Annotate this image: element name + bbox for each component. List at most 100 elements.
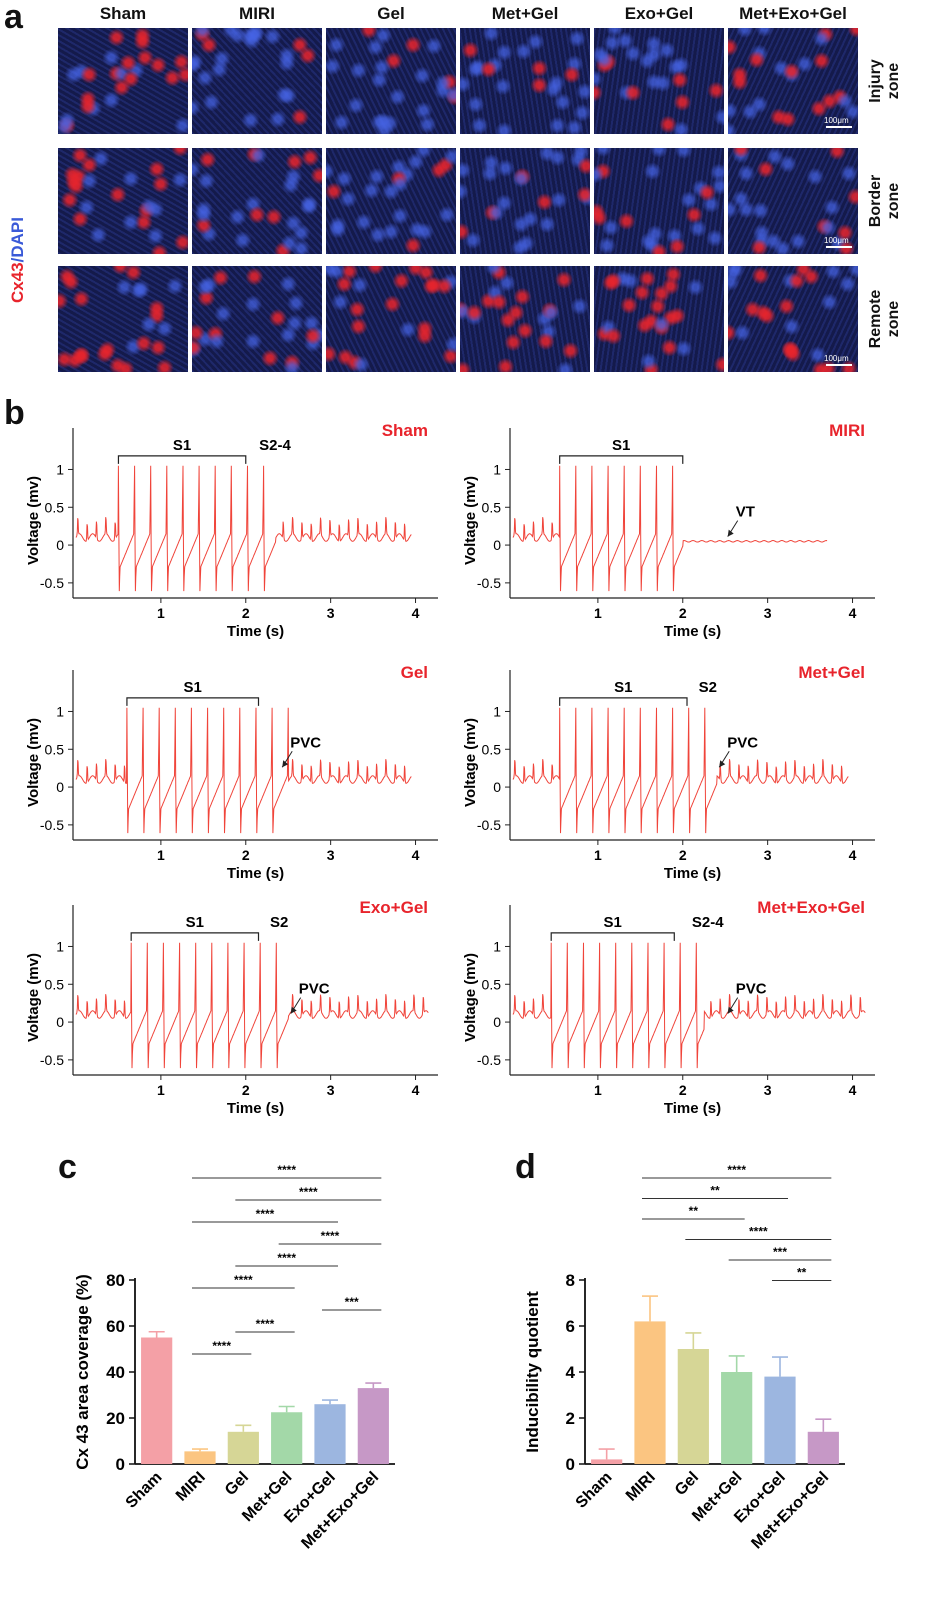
- microscopy-image: [594, 148, 724, 254]
- microscopy-image: [58, 266, 188, 372]
- x-axis-label: Time (s): [227, 865, 284, 882]
- significance-label: ****: [234, 1273, 253, 1287]
- y-tick-label: 0.5: [45, 741, 65, 757]
- plot-title: MIRI: [829, 421, 865, 440]
- x-tick-label: 1: [157, 847, 165, 863]
- plot-title: Met+Gel: [798, 663, 865, 682]
- x-tick-label: 2: [242, 1082, 250, 1098]
- y-tick-label: 1: [56, 938, 64, 954]
- y-tick-label: -0.5: [477, 1052, 501, 1068]
- column-header: Exo+Gel: [624, 4, 694, 23]
- y-axis-label: Voltage (mv): [25, 953, 42, 1042]
- microscopy-image: [58, 148, 188, 254]
- stain-label-cx43: Cx43: [8, 262, 27, 303]
- annotation-arrowhead: [727, 529, 734, 537]
- plot-title: Exo+Gel: [359, 898, 428, 917]
- category-label: Gel: [222, 1469, 252, 1499]
- category-label: Gel: [672, 1469, 702, 1499]
- x-axis-label: Time (s): [664, 623, 721, 640]
- column-header: MIRI: [239, 4, 275, 23]
- y-tick-label: 0.5: [45, 499, 65, 515]
- bar: [677, 1349, 709, 1464]
- scale-bar: 100μm: [824, 354, 852, 366]
- annotation-label: PVC: [736, 981, 767, 998]
- y-tick-label: 1: [493, 461, 501, 477]
- y-tick-label: 40: [106, 1363, 125, 1382]
- s1-label: S1: [612, 437, 630, 454]
- bar: [764, 1376, 796, 1464]
- y-tick-label: -0.5: [40, 817, 64, 833]
- x-tick-label: 1: [157, 605, 165, 621]
- ecg-trace: [75, 707, 412, 834]
- bar: [314, 1404, 346, 1464]
- ecg-plot: 1 0.5 0 -0.5 1 2 3 4 Time (s) Voltage (mv) Gel S1 PV…: [25, 663, 438, 882]
- row-label-line1: Border: [867, 174, 884, 228]
- x-tick-label: 4: [412, 847, 420, 863]
- x-tick-label: 2: [679, 847, 687, 863]
- column-header: Gel: [377, 4, 405, 23]
- y-tick-label: 0: [56, 537, 64, 553]
- y-axis-label: Voltage (mv): [462, 953, 479, 1042]
- significance-label: ***: [345, 1295, 359, 1309]
- y-tick-label: -0.5: [477, 575, 501, 591]
- panel-d-letter: d: [515, 1148, 536, 1186]
- annotation-arrowhead: [282, 760, 289, 768]
- s1-label: S1: [186, 914, 204, 931]
- annotation-arrowhead: [719, 760, 726, 768]
- y-tick-label: 1: [56, 461, 64, 477]
- s1-bracket: [559, 455, 684, 464]
- microscopy-image: 100μm: [728, 266, 858, 372]
- s1-label: S1: [184, 679, 202, 696]
- stain-label-dapi: DAPI: [8, 217, 27, 258]
- y-axis-label: Cx 43 area coverage (%): [73, 1274, 92, 1470]
- plot-title: Met+Exo+Gel: [757, 898, 865, 917]
- s1-bracket: [126, 697, 260, 706]
- y-tick-label: 1: [493, 703, 501, 719]
- ecg-plot: 1 0.5 0 -0.5 1 2 3 4 Time (s) Voltage (mv) Met+Exo…: [462, 898, 875, 1117]
- y-tick-label: 0: [493, 537, 501, 553]
- y-axis-label: Inducibility quotient: [523, 1291, 542, 1453]
- plot-title: Sham: [382, 421, 428, 440]
- microscopy-image: [460, 148, 590, 254]
- x-tick-label: 4: [849, 1082, 857, 1098]
- bar: [591, 1459, 623, 1464]
- microscopy-image: [460, 28, 590, 134]
- s1-label: S1: [614, 679, 632, 696]
- ecg-plot: 1 0.5 0 -0.5 1 2 3 4 Time (s) Voltage (mv) Sham S1 S…: [25, 421, 438, 640]
- x-tick-label: 4: [849, 847, 857, 863]
- x-tick-label: 3: [764, 847, 772, 863]
- bar: [141, 1337, 173, 1464]
- y-tick-label: 0.5: [482, 741, 502, 757]
- x-axis-label: Time (s): [664, 1100, 721, 1117]
- significance-label: ***: [773, 1245, 787, 1259]
- significance-label: ****: [321, 1229, 340, 1243]
- category-label: MIRI: [173, 1469, 209, 1505]
- annotation-label: PVC: [299, 981, 330, 998]
- row-label: Remote zone: [867, 266, 903, 372]
- microscopy-image: 100μm: [728, 148, 858, 254]
- y-tick-label: 20: [106, 1409, 125, 1428]
- x-tick-label: 3: [764, 1082, 772, 1098]
- ecg-plot: 1 0.5 0 -0.5 1 2 3 4 Time (s) Voltage (mv) Met+Gel…: [462, 663, 875, 882]
- ecg-plot: 1 0.5 0 -0.5 1 2 3 4 Time (s) Voltage (mv) MIRI S1 V…: [462, 421, 875, 640]
- x-tick-label: 1: [157, 1082, 165, 1098]
- scale-bar: 100μm: [824, 236, 852, 248]
- category-label: Met+Exo+Gel: [748, 1469, 832, 1553]
- significance-label: ****: [277, 1163, 296, 1177]
- panel-a-letter: a: [4, 0, 23, 36]
- row-label: Border zone: [867, 148, 903, 254]
- category-label: MIRI: [623, 1469, 659, 1505]
- x-tick-label: 1: [594, 1082, 602, 1098]
- significance-label: **: [797, 1266, 807, 1280]
- microscopy-image: [58, 28, 188, 134]
- row-label-line1: Injury: [867, 59, 884, 103]
- significance-label: ****: [749, 1225, 768, 1239]
- x-axis-label: Time (s): [664, 865, 721, 882]
- x-tick-label: 2: [679, 605, 687, 621]
- s2-label: S2: [699, 679, 717, 696]
- ecg-trace: [75, 465, 412, 592]
- panel-c-bar-chart: 0 20 40 60 80 Cx 43 area coverage (%) Sham MIRI…: [73, 1163, 395, 1553]
- y-tick-label: -0.5: [40, 575, 64, 591]
- y-tick-label: 0: [56, 779, 64, 795]
- y-tick-label: 4: [566, 1363, 576, 1382]
